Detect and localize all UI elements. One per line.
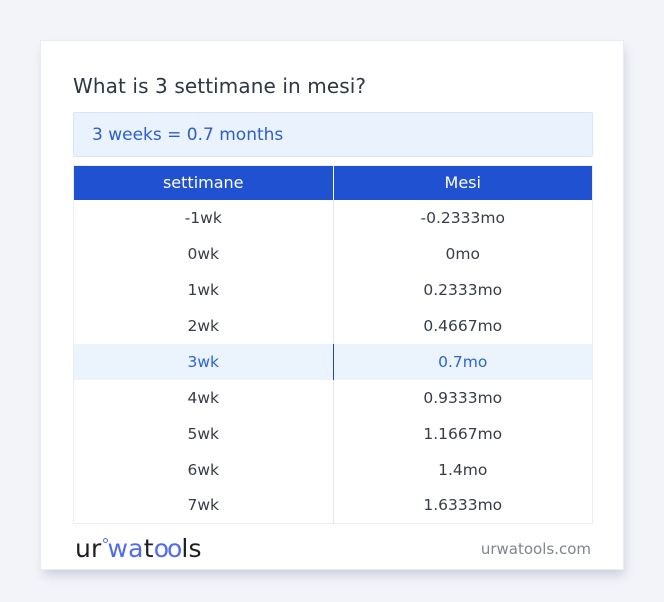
- table-row: 0wk 0mo: [73, 235, 593, 272]
- card-footer: ur watools urwatools.com: [73, 524, 593, 563]
- table-cell: 5wk: [73, 415, 333, 452]
- logo-text-ls: ls: [181, 534, 202, 563]
- table-cell: 7wk: [73, 487, 333, 524]
- table-cell: -0.2333mo: [332, 199, 593, 236]
- table-cell: 4wk: [73, 379, 333, 416]
- answer-text: 3 weeks = 0.7 months: [92, 124, 284, 145]
- table-cell: 1.1667mo: [332, 415, 593, 452]
- page-title: What is 3 settimane in mesi?: [73, 74, 367, 98]
- urwatools-logo[interactable]: ur watools: [75, 534, 202, 563]
- table-row: 4wk 0.9333mo: [73, 379, 593, 416]
- conversion-table: settimane Mesi -1wk -0.2333mo 0wk 0mo 1wk 0.2…: [73, 165, 593, 524]
- table-cell: 1.4mo: [332, 451, 593, 488]
- table-cell: 0.2333mo: [332, 271, 593, 308]
- table-cell: 6wk: [73, 451, 333, 488]
- conversion-table-head: settimane Mesi: [73, 165, 593, 200]
- table-header-row: settimane Mesi: [73, 165, 593, 200]
- table-row: 5wk 1.1667mo: [73, 415, 593, 452]
- table-cell: 1.6333mo: [332, 487, 593, 524]
- logo-ring-icon: [102, 538, 108, 543]
- logo-text-ur: ur: [75, 534, 102, 563]
- column-header-mesi: Mesi: [332, 165, 593, 200]
- table-row: 7wk 1.6333mo: [73, 487, 593, 524]
- table-cell: 0.9333mo: [332, 379, 593, 416]
- table-row: 6wk 1.4mo: [73, 451, 593, 488]
- logo-text-t: t: [143, 534, 154, 563]
- table-row: 3wk 0.7mo: [73, 343, 593, 380]
- table-row: 2wk 0.4667mo: [73, 307, 593, 344]
- table-cell: 0.4667mo: [332, 307, 593, 344]
- logo-text-wa: wa: [107, 534, 144, 563]
- table-cell: 3wk: [73, 343, 333, 380]
- logo-oo-icon: oo: [153, 534, 183, 563]
- answer-box: 3 weeks = 0.7 months: [73, 112, 593, 157]
- table-cell: 1wk: [73, 271, 333, 308]
- table-cell: -1wk: [73, 199, 333, 236]
- website-link[interactable]: urwatools.com: [480, 539, 591, 558]
- table-row: 1wk 0.2333mo: [73, 271, 593, 308]
- table-cell: 0.7mo: [332, 343, 593, 380]
- column-header-settimane: settimane: [73, 165, 333, 200]
- conversion-card: What is 3 settimane in mesi? 3 weeks = 0…: [40, 40, 624, 570]
- table-row: -1wk -0.2333mo: [73, 199, 593, 236]
- table-cell: 2wk: [73, 307, 333, 344]
- conversion-table-body: -1wk -0.2333mo 0wk 0mo 1wk 0.2333mo 2wk 0.4667m…: [73, 199, 593, 524]
- table-cell: 0mo: [332, 235, 593, 272]
- table-cell: 0wk: [73, 235, 333, 272]
